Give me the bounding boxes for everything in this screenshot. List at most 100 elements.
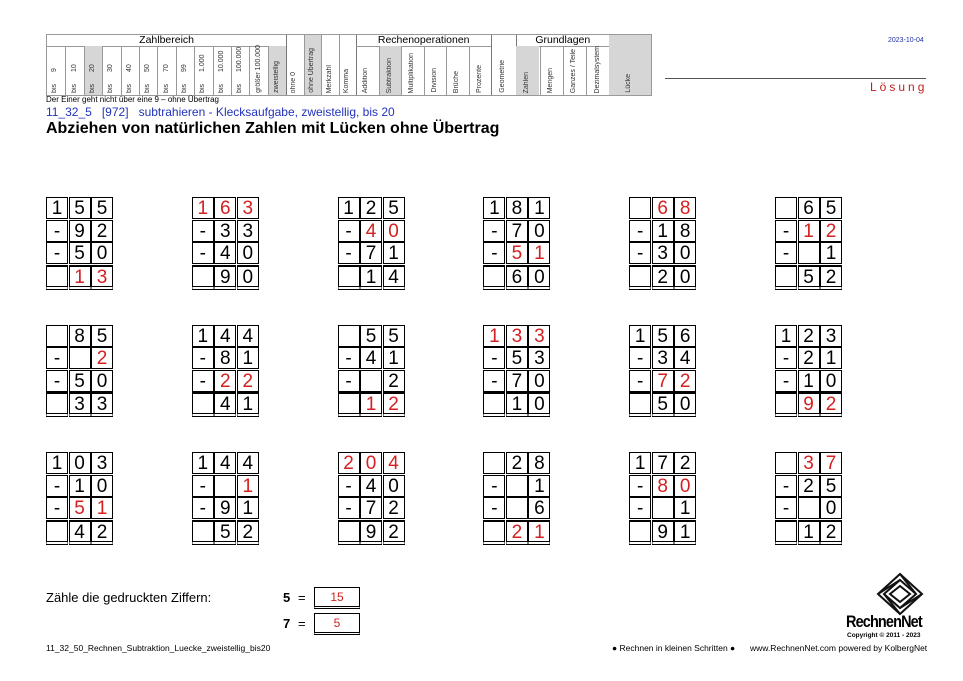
digit-cell: 2: [674, 369, 697, 392]
digit-cell: [68, 347, 91, 369]
count-answer: 15: [314, 587, 360, 609]
digit-cell: [775, 452, 797, 474]
digit-cell: 8: [528, 452, 551, 474]
digit-cell: 8: [214, 347, 237, 369]
category-column: Dezimalsystem: [586, 46, 609, 95]
digit-cell: 3: [505, 324, 528, 347]
digit-cell: [46, 392, 68, 417]
digit-cell: -: [46, 242, 68, 264]
digit-cell: 1: [91, 497, 113, 519]
digit-cell: 9: [360, 519, 383, 545]
category-prefix: bis: [236, 84, 244, 93]
digit-cell: [775, 264, 797, 290]
digit-cell: 1: [382, 347, 405, 369]
digit-cell: -: [46, 347, 68, 369]
category-column: 9 bis: [47, 46, 65, 95]
digit-cell: 4: [236, 324, 259, 347]
digit-cell: -: [483, 497, 506, 519]
category-label: Dezimalsystem: [593, 45, 601, 93]
category-column: 50 bis: [139, 46, 157, 95]
digit-cell: 0: [91, 242, 113, 264]
category-column: 100.000 bis: [231, 46, 249, 95]
digit-cell: 7: [651, 452, 674, 474]
digit-cell: 5: [797, 264, 820, 290]
id: [972]: [101, 105, 129, 119]
digit-cell: 5: [382, 197, 405, 219]
count-digit: 5: [283, 590, 291, 605]
category-prefix: bis: [51, 84, 59, 93]
category-column: ohne Übertrag: [303, 35, 322, 95]
digit-cell: -: [191, 219, 214, 242]
digit-cell: -: [337, 219, 360, 242]
digit-cell: [775, 392, 797, 417]
digit-cell: 0: [674, 242, 697, 264]
category-value: 10.000: [217, 50, 225, 72]
website: www.RechnenNet.com powered by KolbergNet: [750, 643, 928, 653]
description: subtrahieren - Klecksaufgabe, zweistelli…: [138, 105, 395, 119]
digit-cell: 5: [91, 197, 113, 219]
digit-cell: 1: [337, 197, 360, 219]
category-value: 50: [144, 64, 152, 72]
category-prefix: bis: [70, 84, 78, 93]
digit-cell: -: [483, 369, 506, 392]
digit-cell: -: [483, 474, 506, 497]
digit-cell: 1: [528, 519, 551, 545]
category-column: 99 bis: [175, 46, 194, 95]
category-prefix: bis: [144, 84, 152, 93]
digit-cell: 2: [505, 519, 528, 545]
digit-cell: 0: [820, 369, 842, 392]
digit-cell: [483, 392, 506, 417]
digit-cell: 5: [382, 324, 405, 347]
digit-cell: 6: [651, 197, 674, 219]
category-label: Ganzes / Teile: [570, 48, 578, 93]
digit-cell: 7: [651, 369, 674, 392]
digit-cell: -: [337, 347, 360, 369]
digit-cell: 0: [674, 474, 697, 497]
digit-cell: [337, 392, 360, 417]
digit-cell: 7: [360, 242, 383, 264]
digit-cell: 5: [505, 347, 528, 369]
digit-cell: [337, 519, 360, 545]
digit-cell: 4: [360, 474, 383, 497]
category-column: Komma: [338, 35, 357, 95]
category-column: Ganzes / Teile: [562, 46, 586, 95]
category-label: ohne 0: [289, 71, 297, 93]
digit-cell: [337, 324, 360, 347]
digit-cell: 2: [820, 264, 842, 290]
digit-cell: -: [629, 474, 652, 497]
digit-cell: 3: [528, 324, 551, 347]
digit-cell: 1: [820, 347, 842, 369]
category-prefix: bis: [199, 84, 207, 93]
category-value: 9: [51, 68, 59, 72]
digit-cell: 2: [236, 369, 259, 392]
category-prefix: bis: [217, 84, 225, 93]
digit-cell: [191, 519, 214, 545]
digit-cell: 1: [236, 497, 259, 519]
digit-cell: -: [191, 242, 214, 264]
digit-cell: -: [46, 219, 68, 242]
digit-cell: [46, 264, 68, 290]
date: 2023-10-04: [888, 37, 924, 44]
digit-cell: -: [191, 497, 214, 519]
digit-cell: -: [775, 474, 797, 497]
digit-cell: 9: [214, 264, 237, 290]
digit-cell: 5: [68, 242, 91, 264]
category-value: 100.000: [236, 46, 244, 72]
digit-cell: 2: [820, 519, 842, 545]
digit-cell: 5: [68, 497, 91, 519]
category-value: 99: [180, 64, 188, 72]
digit-cell: 4: [360, 347, 383, 369]
digit-cell: [797, 497, 820, 519]
digit-cell: 5: [651, 324, 674, 347]
digit-cell: [775, 197, 797, 219]
digit-cell: -: [775, 219, 797, 242]
digit-cell: 3: [68, 392, 91, 417]
category-label: Merkzahl: [325, 64, 333, 93]
